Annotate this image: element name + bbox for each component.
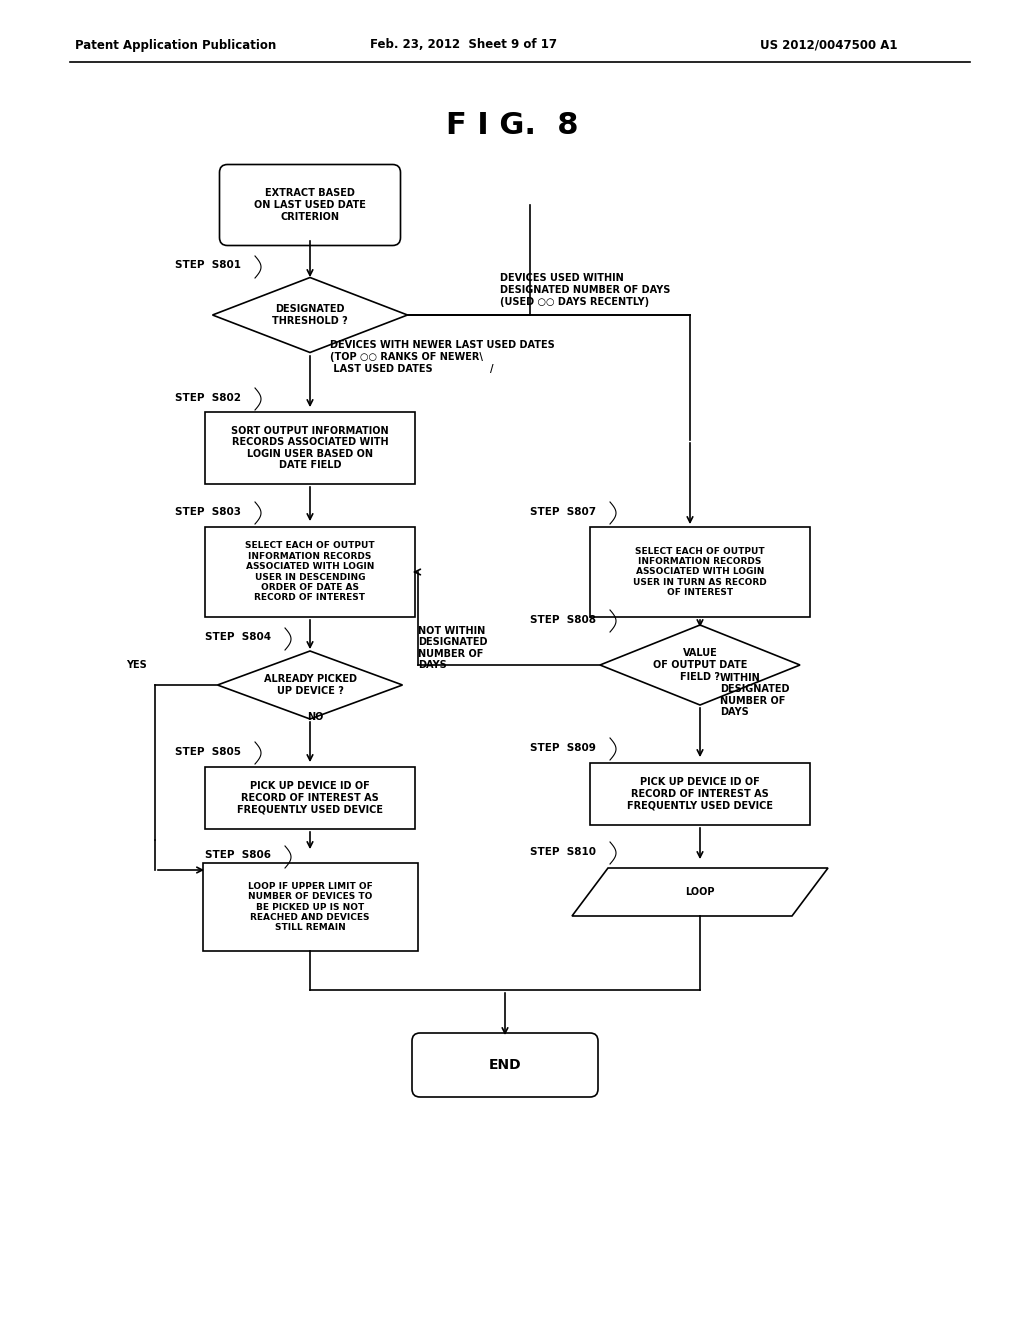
Text: STEP  S805: STEP S805 [175,747,241,756]
Text: SELECT EACH OF OUTPUT
INFORMATION RECORDS
ASSOCIATED WITH LOGIN
USER IN TURN AS : SELECT EACH OF OUTPUT INFORMATION RECORD… [633,546,767,597]
Text: LOOP IF UPPER LIMIT OF
NUMBER OF DEVICES TO
BE PICKED UP IS NOT
REACHED AND DEVI: LOOP IF UPPER LIMIT OF NUMBER OF DEVICES… [248,882,373,932]
Text: VALUE
OF OUTPUT DATE
FIELD ?: VALUE OF OUTPUT DATE FIELD ? [653,648,748,681]
Text: END: END [488,1059,521,1072]
Text: STEP  S809: STEP S809 [530,743,596,752]
Text: NOT WITHIN
DESIGNATED
NUMBER OF
DAYS: NOT WITHIN DESIGNATED NUMBER OF DAYS [418,626,487,671]
Text: YES: YES [126,660,147,671]
Text: STEP  S804: STEP S804 [205,632,271,642]
FancyBboxPatch shape [412,1034,598,1097]
Bar [205,527,415,616]
Text: STEP  S807: STEP S807 [530,507,596,517]
Text: SORT OUTPUT INFORMATION
RECORDS ASSOCIATED WITH
LOGIN USER BASED ON
DATE FIELD: SORT OUTPUT INFORMATION RECORDS ASSOCIAT… [231,425,389,470]
Bar [590,763,810,825]
Text: SELECT EACH OF OUTPUT
INFORMATION RECORDS
ASSOCIATED WITH LOGIN
USER IN DESCENDI: SELECT EACH OF OUTPUT INFORMATION RECORD… [245,541,375,602]
Text: DESIGNATED
THRESHOLD ?: DESIGNATED THRESHOLD ? [272,304,348,326]
Text: NO: NO [307,711,324,722]
Text: F I G.  8: F I G. 8 [445,111,579,140]
Text: STEP  S808: STEP S808 [530,615,596,624]
Text: LOOP: LOOP [685,887,715,898]
Text: STEP  S803: STEP S803 [175,507,241,517]
Bar [205,767,415,829]
Bar [205,412,415,484]
Text: DEVICES WITH NEWER LAST USED DATES
(TOP ○○ RANKS OF NEWER\
 LAST USED DATES     : DEVICES WITH NEWER LAST USED DATES (TOP … [330,341,555,374]
Text: ALREADY PICKED
UP DEVICE ?: ALREADY PICKED UP DEVICE ? [263,675,356,696]
Text: STEP  S801: STEP S801 [175,260,241,271]
FancyBboxPatch shape [219,165,400,246]
Text: WITHIN
DESIGNATED
NUMBER OF
DAYS: WITHIN DESIGNATED NUMBER OF DAYS [720,673,790,717]
Bar [203,863,418,950]
Text: STEP  S806: STEP S806 [205,850,271,861]
Polygon shape [572,869,828,916]
Polygon shape [217,651,402,719]
Bar [590,527,810,616]
Text: PICK UP DEVICE ID OF
RECORD OF INTEREST AS
FREQUENTLY USED DEVICE: PICK UP DEVICE ID OF RECORD OF INTEREST … [627,777,773,810]
Text: STEP  S802: STEP S802 [175,393,241,403]
Polygon shape [213,277,408,352]
Text: Feb. 23, 2012  Sheet 9 of 17: Feb. 23, 2012 Sheet 9 of 17 [370,38,557,51]
Text: STEP  S810: STEP S810 [530,847,596,857]
Text: Patent Application Publication: Patent Application Publication [75,38,276,51]
Polygon shape [600,624,800,705]
Text: DEVICES USED WITHIN
DESIGNATED NUMBER OF DAYS
(USED ○○ DAYS RECENTLY): DEVICES USED WITHIN DESIGNATED NUMBER OF… [500,273,671,306]
Text: PICK UP DEVICE ID OF
RECORD OF INTEREST AS
FREQUENTLY USED DEVICE: PICK UP DEVICE ID OF RECORD OF INTEREST … [237,781,383,814]
Text: US 2012/0047500 A1: US 2012/0047500 A1 [760,38,897,51]
Text: EXTRACT BASED
ON LAST USED DATE
CRITERION: EXTRACT BASED ON LAST USED DATE CRITERIO… [254,189,366,222]
